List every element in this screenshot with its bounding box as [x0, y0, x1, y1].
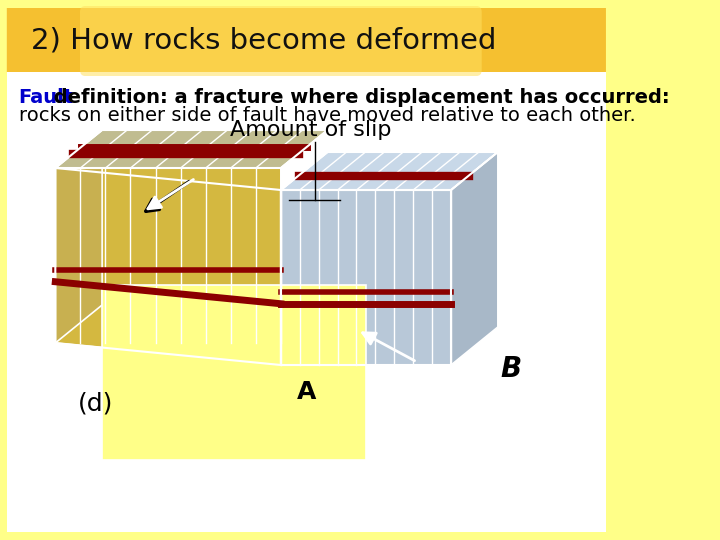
Polygon shape — [281, 152, 498, 190]
Text: definition: a fracture where displacement has occurred:: definition: a fracture where displacemen… — [47, 88, 670, 107]
FancyArrowPatch shape — [363, 333, 415, 361]
Text: Amount of slip: Amount of slip — [230, 120, 392, 140]
FancyArrowPatch shape — [148, 179, 194, 209]
Polygon shape — [451, 152, 498, 365]
Text: rocks on either side of fault have moved relative to each other.: rocks on either side of fault have moved… — [19, 106, 636, 125]
Polygon shape — [102, 285, 366, 460]
FancyBboxPatch shape — [80, 6, 482, 76]
Text: A: A — [297, 380, 316, 404]
Polygon shape — [281, 190, 451, 365]
FancyBboxPatch shape — [6, 8, 606, 72]
Text: 2) How rocks become deformed: 2) How rocks become deformed — [31, 26, 496, 54]
Polygon shape — [55, 168, 281, 365]
Polygon shape — [55, 130, 102, 343]
Bar — [6, 72, 606, 532]
Polygon shape — [55, 130, 328, 168]
Text: (d): (d) — [78, 392, 114, 416]
Text: B: B — [500, 355, 521, 383]
Text: Fault: Fault — [19, 88, 74, 107]
